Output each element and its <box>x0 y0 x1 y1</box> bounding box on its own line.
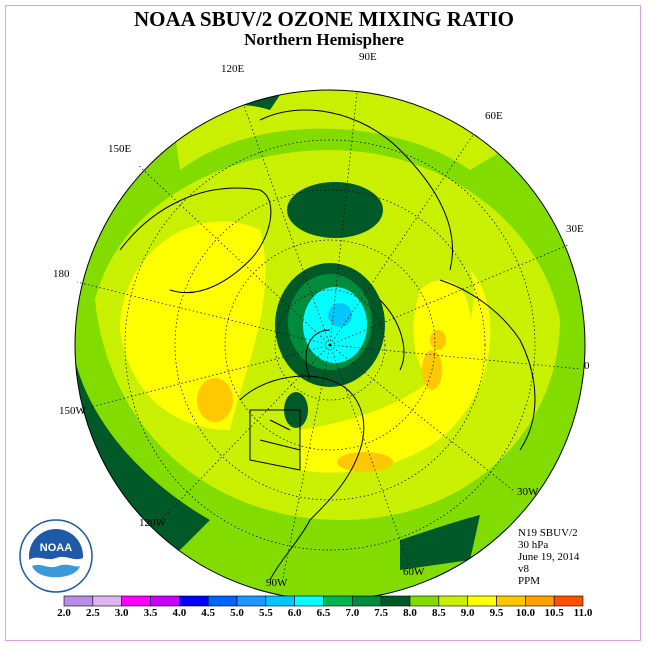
lon-label-90w: 90W <box>266 577 288 589</box>
colorbar-swatch <box>265 595 295 607</box>
colorbar-tick-label: 2.0 <box>57 607 71 619</box>
europe-africa <box>439 279 536 451</box>
colorbar-tick-label: 11.0 <box>573 607 593 619</box>
lon-label-60e: 60E <box>485 110 503 122</box>
image-frame <box>5 5 641 641</box>
lon-label-90e: 90E <box>359 51 377 63</box>
colorbar-swatch <box>236 595 267 607</box>
units-text: PPM <box>518 575 541 587</box>
lon-label-30w: 30W <box>517 486 539 498</box>
info-block: N19 SBUV/2 30 hPa June 19, 2014 v8 PPM <box>518 527 579 587</box>
instrument-text: N19 SBUV/2 <box>518 527 578 539</box>
colorbar-tick-label: 9.5 <box>489 607 504 619</box>
colorbar-swatch <box>553 595 584 607</box>
colorbar-swatch <box>352 595 382 607</box>
colorbar-swatch <box>323 595 353 607</box>
colorbar-swatch <box>294 595 324 607</box>
logo-text: NOAA <box>40 542 72 554</box>
colorbar-tick-label: 7.0 <box>345 607 360 619</box>
alaska-siberia <box>119 187 272 294</box>
colorbar-tick-label: 9.0 <box>460 607 475 619</box>
date-text: June 19, 2014 <box>518 551 580 563</box>
colorbar-swatch <box>525 595 555 607</box>
colorbar-tick-label: 10.0 <box>515 607 535 619</box>
colorbar-swatch <box>92 595 122 607</box>
lon-label-120w: 120W <box>139 517 166 529</box>
colorbar-tick-label: 4.0 <box>172 607 187 619</box>
dark-edge-s <box>400 515 480 570</box>
orange-spot-4 <box>430 330 446 350</box>
orange-spot-2 <box>337 452 393 472</box>
greenland <box>305 329 331 381</box>
noaa-logo: NOAA <box>19 519 93 593</box>
colorbar-tick-label: 7.5 <box>374 607 389 619</box>
colorbar-tick-label: 5.5 <box>258 607 273 619</box>
colorbar-tick-label: 6.0 <box>287 607 302 619</box>
lon-label-0: 0 <box>584 360 590 372</box>
level-text: 30 hPa <box>518 539 549 551</box>
dark-blob-north <box>287 182 383 238</box>
yellow-west <box>120 221 266 430</box>
colorbar-swatch <box>150 595 180 607</box>
polar-center <box>328 303 352 327</box>
lon-label-180: 180 <box>53 268 70 280</box>
colorbar-tick-label: 5.0 <box>230 607 244 619</box>
lon-label-30e: 30E <box>566 223 584 235</box>
colorbar-swatch <box>380 595 411 607</box>
map-title: NOAA SBUV/2 OZONE MIXING RATIO <box>134 7 514 31</box>
colorbar-swatch <box>179 595 209 607</box>
colorbar-swatch <box>63 595 94 607</box>
colorbar-swatch <box>496 595 526 607</box>
colorbar-tick-label: 8.5 <box>431 607 446 619</box>
colorbar-swatch <box>467 595 497 607</box>
orange-spot-1 <box>197 378 233 422</box>
scandinavia <box>379 299 405 371</box>
yellow-south <box>300 270 491 473</box>
graticule <box>76 91 582 579</box>
north-america <box>239 375 365 581</box>
lon-label-120e: 120E <box>221 63 245 75</box>
colorbar <box>63 595 584 607</box>
lon-label-150e: 150E <box>108 143 132 155</box>
eurasia-north <box>259 109 454 271</box>
coastlines <box>119 109 536 581</box>
version-text: v8 <box>518 563 529 575</box>
colorbar-tick-label: 3.5 <box>143 607 158 619</box>
colorbar-swatch <box>438 595 468 607</box>
colorbar-tick-label: 6.5 <box>316 607 331 619</box>
us-states <box>249 409 301 471</box>
colorbar-tick-label: 4.5 <box>201 607 216 619</box>
colorbar-swatch <box>207 595 238 607</box>
colorbar-tick-label: 2.5 <box>85 607 100 619</box>
colorbar-tick-label: 10.5 <box>544 607 564 619</box>
colorbar-tick-label: 8.0 <box>403 607 417 619</box>
map-subtitle: Northern Hemisphere <box>244 30 404 49</box>
colorbar-swatch <box>409 595 440 607</box>
colorbar-tick-label: 3.0 <box>114 607 129 619</box>
lon-label-150w: 150W <box>59 405 86 417</box>
colorbar-swatch <box>121 595 151 607</box>
lon-label-60w: 60W <box>403 566 425 578</box>
